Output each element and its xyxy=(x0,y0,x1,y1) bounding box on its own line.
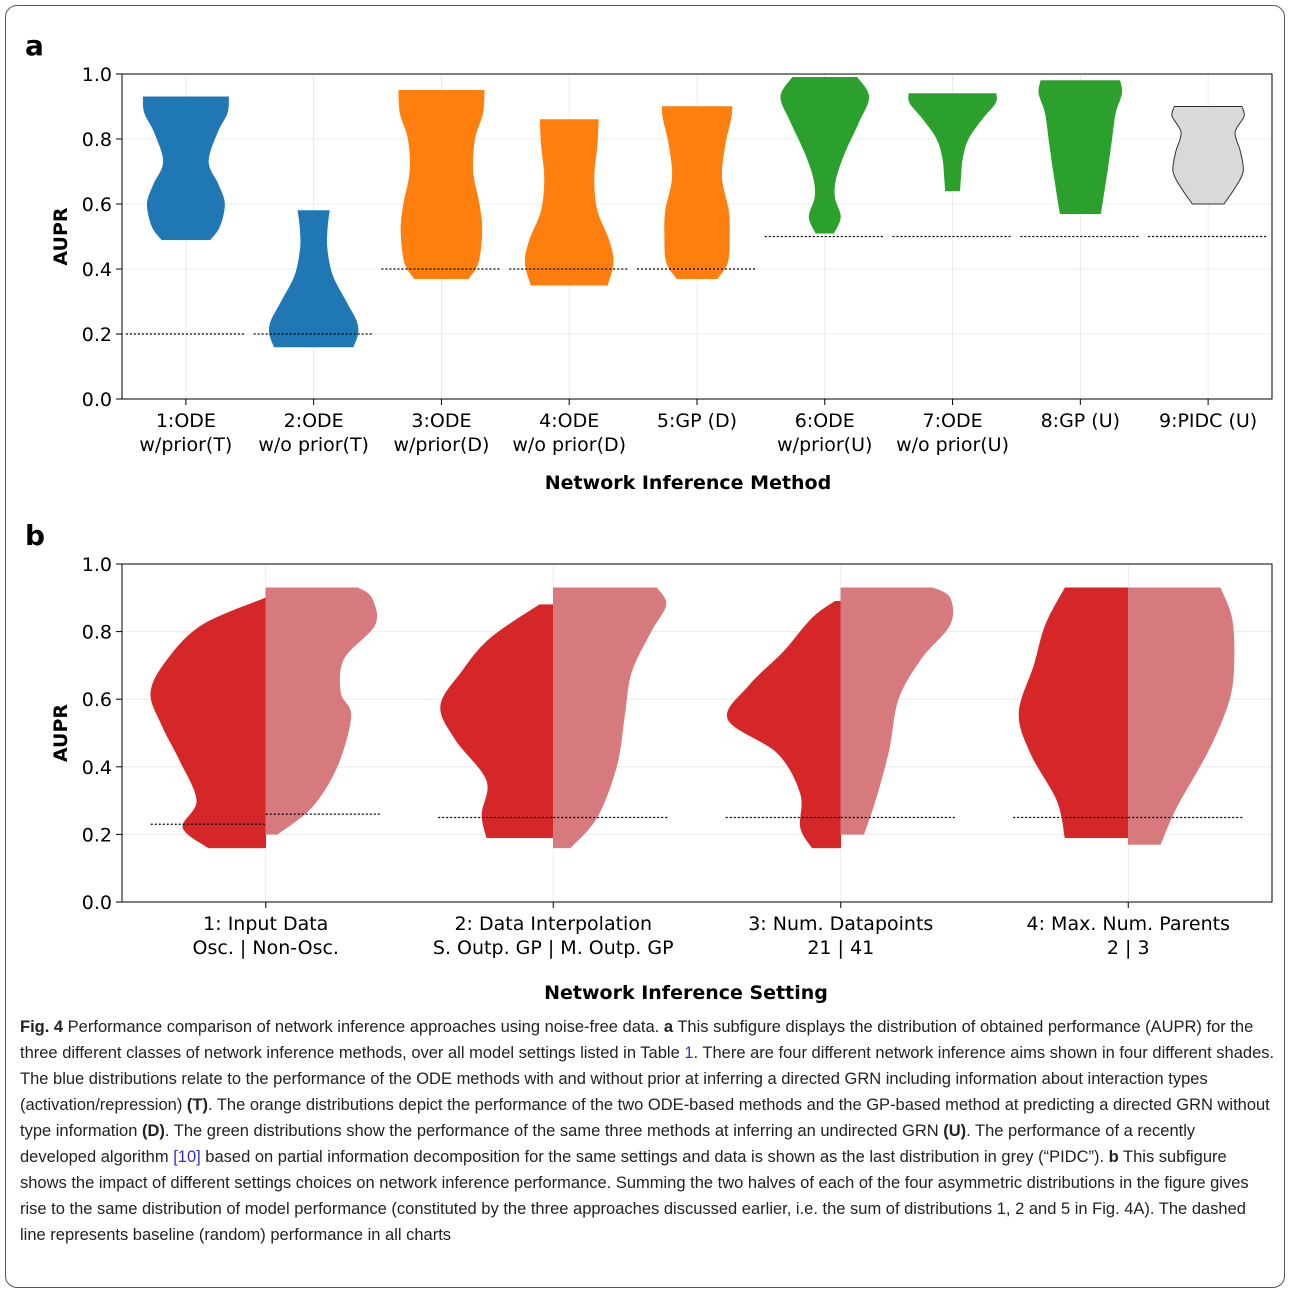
caption-a-text-3: . The orange distributions depict the pe… xyxy=(20,1096,1270,1140)
caption-b-label: b xyxy=(1108,1148,1119,1166)
panel-b-ytick-label: 0.4 xyxy=(82,757,112,779)
citation-ref-link[interactable]: [10] xyxy=(173,1148,201,1166)
caption-a-text-4: . The green distributions show the perfo… xyxy=(164,1122,944,1140)
caption-a-text-6: based on partial information decompositi… xyxy=(200,1148,1109,1166)
panel-a-ytick-label: 0.8 xyxy=(82,129,112,151)
panel-b-xlabel: Network Inference Setting xyxy=(544,982,828,1004)
panel-b-ytick-label: 0.2 xyxy=(82,824,112,846)
panel-a-xtick-label: 7:ODE xyxy=(923,410,983,432)
panel-a-xtick-label: w/o prior(D) xyxy=(512,434,626,456)
figure-frame xyxy=(5,5,1285,1288)
panel-a-ylabel: AUPR xyxy=(50,207,72,265)
caption-b-text: This subfigure shows the impact of diffe… xyxy=(20,1148,1249,1244)
violin-a-8 xyxy=(1038,80,1123,215)
panel-b-label: b xyxy=(25,519,45,552)
split-violin-b-2-right xyxy=(553,587,667,849)
panel-a-label: a xyxy=(25,29,44,62)
violin-a-4 xyxy=(524,119,614,286)
panel-a-xtick-label: 4:ODE xyxy=(539,410,599,432)
caption-d-label: (D) xyxy=(141,1122,165,1140)
panel-b-ytick-label: 1.0 xyxy=(82,554,112,576)
panel-b-xtick-label: Osc. | Non-Osc. xyxy=(193,937,339,959)
split-violin-b-1-right xyxy=(265,587,378,835)
caption-a-label: a xyxy=(663,1018,674,1036)
panel-b-xtick-label: S. Outp. GP | M. Outp. GP xyxy=(433,937,674,959)
figure-caption: Fig. 4 Performance comparison of network… xyxy=(20,1014,1275,1248)
panel-b-ytick-label: 0.6 xyxy=(82,689,112,711)
figure-canvas: a0.00.20.40.60.81.01:ODEw/prior(T)2:ODEw… xyxy=(25,29,1273,1004)
violin-a-6 xyxy=(780,77,870,234)
panel-a-ytick-label: 0.4 xyxy=(82,259,112,281)
caption-t-label: (T) xyxy=(186,1096,208,1114)
panel-b-xtick-label: 2 | 3 xyxy=(1107,937,1150,959)
panel-a-frame xyxy=(121,73,1273,400)
panel-a-ytick-label: 1.0 xyxy=(82,64,112,86)
panel-a-xtick-label: 3:ODE xyxy=(411,410,471,432)
panel-b-ytick-label: 0.0 xyxy=(82,892,112,914)
violin-a-1 xyxy=(142,96,229,241)
panel-a-xtick-label: 6:ODE xyxy=(795,410,855,432)
caption-a-text-2: . There are four different network infer… xyxy=(20,1044,1275,1114)
panel-a-ytick-label: 0.2 xyxy=(82,324,112,346)
split-violin-b-3-left xyxy=(726,600,841,849)
panel-a-xtick-label: 9:PIDC (U) xyxy=(1159,410,1257,432)
caption-fig-label: Fig. 4 xyxy=(20,1018,64,1036)
panel-a-xtick-label: w/prior(U) xyxy=(777,434,872,456)
panel-a-xlabel: Network Inference Method xyxy=(545,472,831,494)
caption-a-text-5: . The performance of a recently develope… xyxy=(20,1122,1196,1166)
caption-a-text-1: This subfigure displays the distribution… xyxy=(20,1018,1254,1062)
panel-b-frame xyxy=(121,563,1273,903)
split-violin-b-3-right xyxy=(840,587,954,835)
panel-a-xtick-label: 2:ODE xyxy=(284,410,344,432)
violin-a-2 xyxy=(268,210,359,348)
panel-a-xtick-label: 1:ODE xyxy=(156,410,216,432)
panel-a-xtick-label: w/prior(T) xyxy=(139,434,232,456)
split-violin-b-1-left xyxy=(150,597,266,849)
panel-b-ylabel: AUPR xyxy=(50,704,72,762)
split-violin-b-4-right xyxy=(1128,587,1235,845)
panel-a-xtick-label: 5:GP (D) xyxy=(657,410,737,432)
panel-a-ytick-label: 0.6 xyxy=(82,194,112,216)
panel-b-xtick-label: 3: Num. Datapoints xyxy=(748,913,933,935)
violin-a-5 xyxy=(661,106,733,280)
table-ref-link[interactable]: 1 xyxy=(684,1044,694,1062)
violin-a-7 xyxy=(908,93,997,192)
panel-a-xtick-label: w/o prior(U) xyxy=(896,434,1009,456)
panel-a-ytick-label: 0.0 xyxy=(82,389,112,411)
split-violin-b-4-left xyxy=(1018,587,1129,839)
panel-b-ytick-label: 0.8 xyxy=(82,622,112,644)
panel-a-xtick-label: w/o prior(T) xyxy=(258,434,369,456)
panel-b-xtick-label: 21 | 41 xyxy=(807,937,874,959)
violin-a-3 xyxy=(398,90,485,280)
panel-b-xtick-label: 2: Data Interpolation xyxy=(454,913,652,935)
caption-u-label: (U) xyxy=(943,1122,967,1140)
panel-b-xtick-label: 4: Max. Num. Parents xyxy=(1027,913,1230,935)
panel-b-xtick-label: 1: Input Data xyxy=(203,913,328,935)
violin-a-9 xyxy=(1171,106,1245,205)
caption-title: Performance comparison of network infere… xyxy=(63,1018,664,1036)
panel-a-xtick-label: 8:GP (U) xyxy=(1041,410,1120,432)
panel-a-xtick-label: w/prior(D) xyxy=(393,434,489,456)
split-violin-b-2-left xyxy=(440,604,554,839)
